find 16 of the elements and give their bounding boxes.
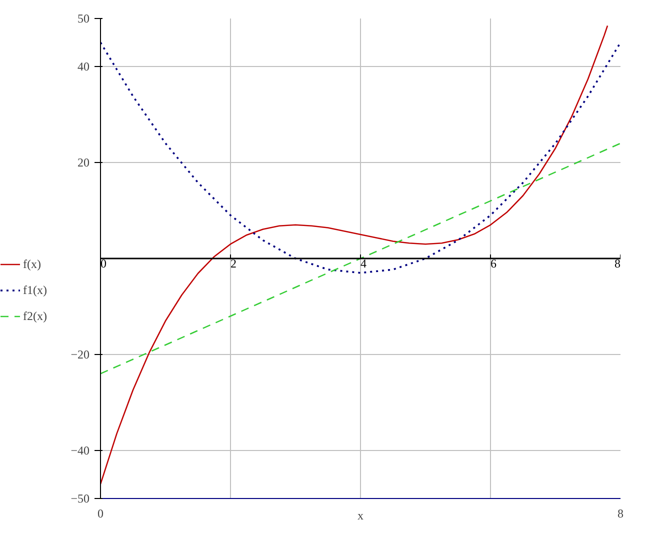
legend-label: f(x) (23, 256, 42, 272)
x2-tick-label: 8 (614, 256, 621, 271)
x2-tick-label: 6 (490, 256, 497, 271)
y-tick-label: −50 (70, 492, 90, 506)
x2-tick-label: 4 (360, 256, 367, 271)
legend-label: f2(x) (23, 308, 47, 324)
x2-tick-label: 2 (230, 256, 237, 271)
x-axis-title: x (358, 508, 364, 522)
y-tick-label: 50 (78, 12, 90, 26)
y-tick-label: 40 (78, 60, 90, 74)
x2-tick-label: 0 (100, 256, 107, 271)
y-tick-label: −20 (70, 348, 90, 362)
y-tick-label: −40 (70, 444, 90, 458)
y-tick-label: 20 (78, 156, 90, 170)
legend-label: f1(x) (23, 282, 47, 298)
line-series (100, 42, 620, 274)
